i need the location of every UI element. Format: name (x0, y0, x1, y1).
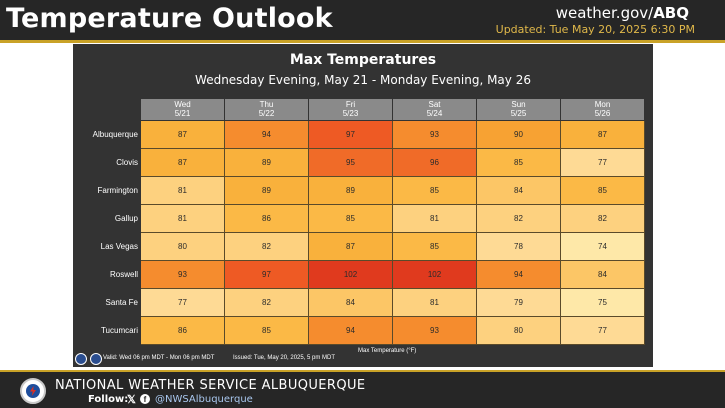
temperature-cell: 79 (477, 289, 561, 317)
nws-logo-icon (20, 378, 46, 404)
panel-subtitle: Wednesday Evening, May 21 - Monday Eveni… (195, 73, 531, 87)
row-label: Tucumcari (100, 326, 138, 335)
temperature-cell: 77 (561, 317, 645, 345)
column-day: Sun (511, 100, 526, 109)
header-bar (0, 0, 725, 40)
temperature-cell: 87 (141, 149, 225, 177)
column-day: Fri (345, 100, 356, 109)
legend-label: Max Temperature (°F) (358, 348, 417, 354)
temperature-cell: 74 (561, 233, 645, 261)
temperature-cell: 82 (225, 233, 309, 261)
row-label: Roswell (109, 270, 138, 279)
temperature-cell: 94 (225, 121, 309, 149)
temperature-cell: 97 (225, 261, 309, 289)
temperature-cell: 80 (477, 317, 561, 345)
facebook-icon[interactable]: f (140, 394, 150, 404)
column-header: Thu 5/22 (225, 99, 309, 120)
temperature-cell: 77 (561, 149, 645, 177)
column-header: Sat 5/24 (393, 99, 477, 120)
temperature-cell: 86 (225, 205, 309, 233)
site-prefix: weather.gov/ (555, 4, 654, 22)
row-label: Las Vegas (100, 242, 138, 251)
temperature-cell: 85 (393, 177, 477, 205)
temperature-cell: 96 (393, 149, 477, 177)
footer-divider (0, 370, 725, 372)
temperature-cell: 82 (225, 289, 309, 317)
column-date: 5/22 (258, 109, 275, 118)
row-label: Santa Fe (105, 298, 138, 307)
temperature-cell: 84 (561, 261, 645, 289)
row-label: Farmington (97, 186, 138, 195)
office-name: NATIONAL WEATHER SERVICE ALBUQUERQUE (55, 378, 366, 393)
column-date: 5/23 (342, 109, 359, 118)
temperature-cell: 81 (141, 177, 225, 205)
panel-title: Max Temperatures (289, 52, 437, 68)
temperature-cell: 82 (477, 205, 561, 233)
temperature-cell: 95 (309, 149, 393, 177)
row-label: Gallup (114, 214, 138, 223)
temperature-cell: 85 (561, 177, 645, 205)
temperature-cell: 89 (225, 149, 309, 177)
column-header: Wed 5/21 (141, 99, 225, 120)
column-date: 5/25 (510, 109, 527, 118)
temperature-cell: 102 (393, 261, 477, 289)
temperature-cell: 87 (561, 121, 645, 149)
valid-period: Valid: Wed 06 pm MDT - Mon 06 pm MDT (103, 355, 215, 361)
agency-logos (75, 353, 102, 365)
temperature-cell: 93 (141, 261, 225, 289)
page-title: Temperature Outlook (6, 3, 333, 34)
temperature-cell: 87 (141, 121, 225, 149)
temperature-cell: 85 (477, 149, 561, 177)
column-date: 5/24 (426, 109, 443, 118)
header-divider (0, 40, 725, 43)
column-day: Wed (174, 100, 191, 109)
column-date: 5/21 (174, 109, 191, 118)
site-url[interactable]: weather.gov/ABQ (556, 4, 689, 22)
temperature-cell: 87 (309, 233, 393, 261)
temperature-cell: 84 (309, 289, 393, 317)
row-label: Albuquerque (92, 130, 138, 139)
x-logo-icon[interactable]: 𝕏 (127, 394, 136, 406)
temperature-cell: 85 (309, 205, 393, 233)
column-day: Thu (259, 100, 274, 109)
temperature-cell: 84 (477, 177, 561, 205)
temperature-cell: 97 (309, 121, 393, 149)
updated-timestamp: Updated: Tue May 20, 2025 6:30 PM (495, 23, 695, 36)
site-office: ABQ (653, 4, 689, 22)
temperature-cell: 77 (141, 289, 225, 317)
temperature-cell: 81 (393, 289, 477, 317)
nws-small-logo-icon (90, 353, 102, 365)
temperature-cell: 85 (225, 317, 309, 345)
temperature-cell: 93 (393, 121, 477, 149)
temperature-cell: 93 (393, 317, 477, 345)
temperature-cell: 86 (141, 317, 225, 345)
temperature-cell: 81 (393, 205, 477, 233)
column-header: Fri 5/23 (309, 99, 393, 120)
column-date: 5/26 (594, 109, 611, 118)
temperature-cell: 90 (477, 121, 561, 149)
temperature-cell: 82 (561, 205, 645, 233)
temperature-cell: 81 (141, 205, 225, 233)
issued-time: Issued: Tue, May 20, 2025, 5 pm MDT (233, 355, 336, 361)
column-header: Mon 5/26 (561, 99, 645, 120)
follow-label: Follow: (88, 394, 129, 405)
temperature-cell: 85 (393, 233, 477, 261)
temperature-cell: 75 (561, 289, 645, 317)
column-day: Sat (428, 100, 441, 109)
footer-bar (0, 372, 725, 408)
column-header: Sun 5/25 (477, 99, 561, 120)
temperature-cell: 80 (141, 233, 225, 261)
social-handle[interactable]: @NWSAlbuquerque (155, 394, 253, 405)
temperature-cell: 89 (309, 177, 393, 205)
noaa-logo-icon (75, 353, 87, 365)
column-day: Mon (594, 100, 611, 109)
temperature-cell: 94 (477, 261, 561, 289)
temperature-cell: 89 (225, 177, 309, 205)
temperature-cell: 94 (309, 317, 393, 345)
temperature-cell: 102 (309, 261, 393, 289)
temperature-cell: 78 (477, 233, 561, 261)
row-label: Clovis (116, 158, 138, 167)
